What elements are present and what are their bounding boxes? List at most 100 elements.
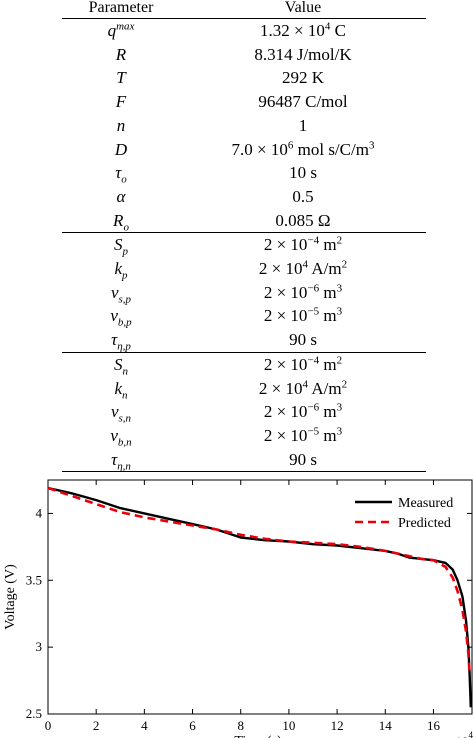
parameter-value: 1 [180, 114, 426, 138]
value-exponent: 6 [287, 138, 294, 151]
symbol-letter: τ [111, 449, 118, 469]
value-text: 1.32 × 10 [260, 21, 325, 40]
parameter-value: 10 s [180, 161, 426, 185]
parameter-symbol: τη,p [62, 328, 180, 353]
symbol-subscript: o [121, 173, 127, 186]
symbol-letter: T [116, 68, 126, 88]
table-row: α 0.5 [62, 185, 426, 209]
value-unit: A/m [308, 259, 342, 279]
symbol-letter: n [116, 115, 126, 135]
legend-label-measured: Measured [398, 496, 453, 511]
parameter-value: 2 × 10−5 m3 [180, 304, 426, 328]
value-exponent: 4 [324, 20, 331, 33]
unit-exponent: 2 [341, 377, 348, 390]
table-row: vb,n 2 × 10−5 m3 [62, 424, 426, 448]
x-multiplier-label: x 10 [446, 734, 469, 738]
table-row: τη,p 90 s [62, 328, 426, 353]
parameter-value: 2 × 10−6 m3 [180, 400, 426, 424]
symbol-letter: D [114, 139, 128, 159]
unit-exponent: 3 [336, 401, 343, 414]
value-text: 2 × 10 [263, 354, 308, 374]
chart-frame [47, 479, 473, 715]
symbol-subscript: η,n [117, 460, 131, 473]
parameter-symbol: τo [62, 161, 180, 185]
table-row: T 292 K [62, 66, 426, 90]
value-unit: C [330, 21, 346, 40]
parameter-symbol: α [62, 185, 180, 209]
x-tick-label: 4 [141, 718, 148, 733]
parameter-symbol: vs,p [62, 281, 180, 305]
table-row: vb,p 2 × 10−5 m3 [62, 304, 426, 328]
x-tick-label: 14 [379, 718, 393, 733]
value-unit: m [319, 425, 337, 445]
value-text: 96487 C/mol [258, 92, 348, 112]
value-exponent: 4 [302, 258, 309, 271]
symbol-letter: τ [115, 163, 122, 183]
value-text: 2 × 10 [263, 425, 308, 445]
table-row: vs,p 2 × 10−6 m3 [62, 281, 426, 305]
value-text: 90 s [289, 449, 317, 469]
symbol-letter: F [115, 92, 127, 112]
value-unit: m [319, 402, 337, 422]
value-text: 7.0 × 10 [231, 139, 288, 159]
y-tick-label: 4 [36, 505, 43, 520]
symbol-subscript: η,p [117, 340, 131, 353]
parameter-symbol: Ro [62, 208, 180, 234]
parameter-symbol: kn [62, 377, 180, 401]
chart-series [47, 486, 472, 708]
unit-exponent: 2 [336, 354, 343, 367]
x-multiplier-exponent: 4 [469, 730, 474, 738]
chart-legend: Measured Predicted [355, 496, 453, 531]
parameter-symbol: vs,n [62, 400, 180, 424]
chart-axes: 0 2 4 6 8 10 12 14 16 2.5 3 3.5 4 Time (s) Voltage (V)… [3, 480, 474, 738]
y-tick-label: 2.5 [26, 706, 42, 721]
table-row: R 8.314 J/mol/K [62, 43, 426, 67]
plot-frame [47, 479, 473, 715]
table-row: τo 10 s [62, 161, 426, 185]
value-exponent: −6 [307, 401, 320, 414]
symbol-letter: S [114, 354, 123, 374]
unit-exponent: 2 [341, 258, 348, 271]
unit-exponent: 3 [336, 305, 343, 318]
parameter-symbol: kp [62, 257, 180, 281]
symbol-letter: k [114, 378, 123, 398]
parameter-symbol: D [62, 138, 180, 162]
value-exponent: −6 [307, 282, 320, 295]
symbol-subscript: s,n [118, 412, 132, 425]
table-row: vs,n 2 × 10−6 m3 [62, 400, 426, 424]
x-tick-label: 16 [427, 718, 441, 733]
value-unit: mol s/C/m [293, 139, 369, 159]
parameter-symbol: τη,n [62, 447, 180, 473]
voltage-chart: 0 2 4 6 8 10 12 14 16 2.5 3 3.5 4 Time (s) Voltage (V)… [3, 479, 474, 738]
value-text: 8.314 J/mol/K [254, 44, 352, 64]
table-row: Sp 2 × 10−4 m2 [62, 233, 426, 257]
parameter-value: 8.314 J/mol/K [180, 43, 426, 67]
symbol-subscript: b,n [117, 436, 132, 449]
table-row: Sn 2 × 10−4 m2 [62, 352, 426, 378]
parameter-value: 2 × 10−6 m3 [180, 281, 426, 305]
symbol-subscript: n [122, 365, 129, 378]
unit-exponent: 3 [368, 138, 375, 151]
x-tick-label: 12 [331, 718, 344, 733]
value-unit: m [319, 282, 337, 302]
value-text: 2 × 10 [263, 235, 308, 255]
value-text: 2 × 10 [258, 259, 303, 279]
x-tick-label: 0 [45, 718, 52, 733]
parameter-value: 292 K [180, 66, 426, 90]
table-row: kn 2 × 104 A/m2 [62, 377, 426, 401]
x-tick-label: 10 [282, 718, 295, 733]
symbol-subscript: o [123, 221, 129, 234]
value-unit: A/m [308, 378, 342, 398]
symbol-letter: v [110, 402, 119, 422]
symbol-letter: α [116, 186, 126, 206]
symbol-subscript: s,p [118, 293, 132, 306]
legend-label-predicted: Predicted [398, 516, 451, 531]
series-line-measured [47, 486, 472, 708]
symbol-letter: τ [111, 330, 118, 350]
parameter-value: 90 s [180, 328, 426, 353]
parameter-value: 7.0 × 106 mol s/C/m3 [180, 138, 426, 162]
symbol-letter: v [110, 282, 119, 302]
symbol-letter: k [114, 259, 123, 279]
y-tick-label: 3.5 [26, 572, 42, 587]
